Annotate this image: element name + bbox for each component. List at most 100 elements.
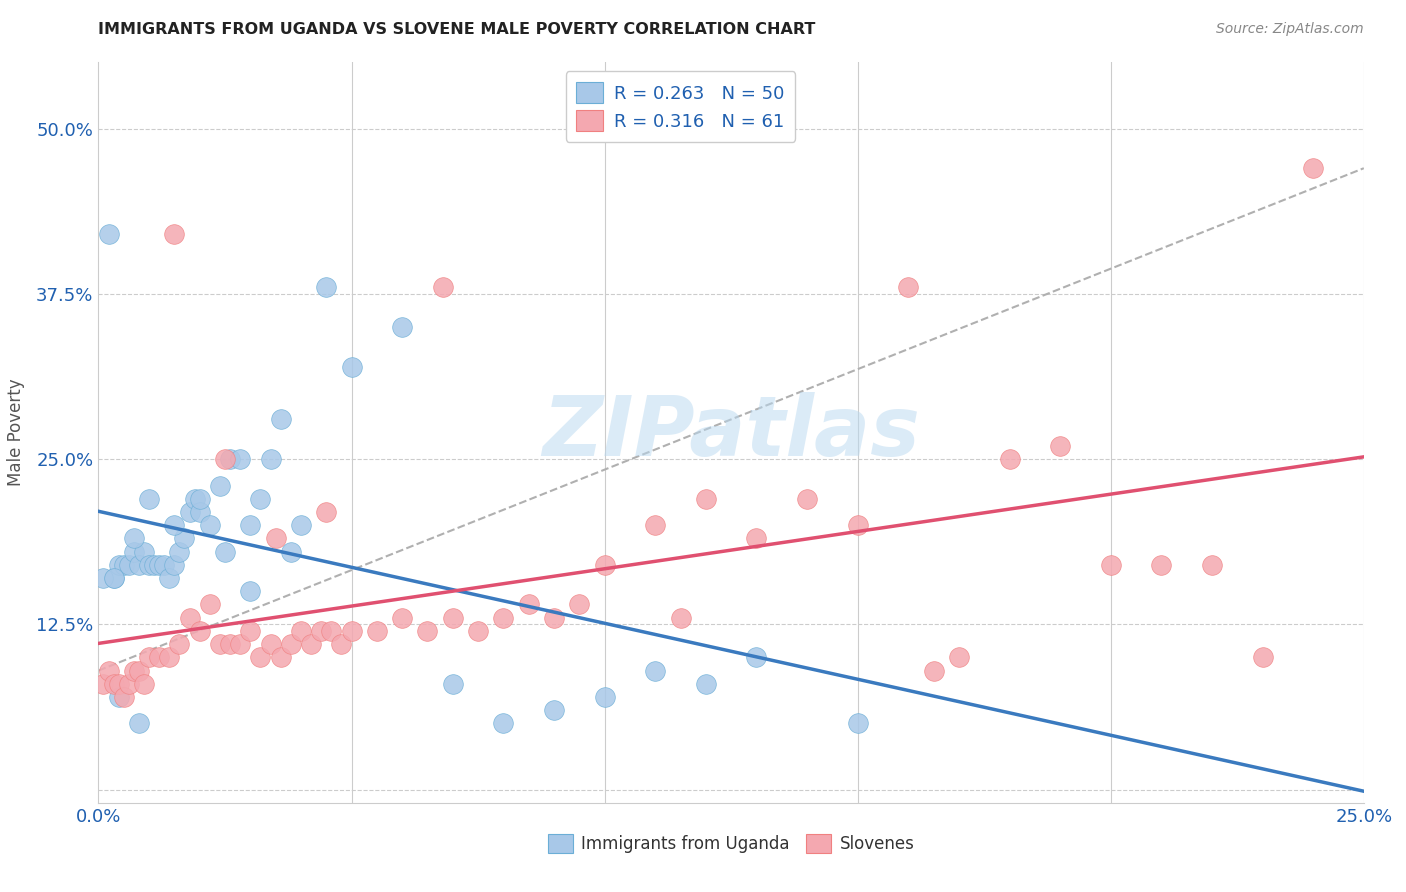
Point — [517, 598, 540, 612]
Point — [229, 452, 252, 467]
Point — [188, 491, 211, 506]
Point — [644, 664, 666, 678]
Point — [1201, 558, 1223, 572]
Point — [163, 518, 186, 533]
Point — [198, 598, 221, 612]
Point — [239, 584, 262, 599]
Point — [340, 359, 363, 374]
Point — [118, 677, 141, 691]
Point — [103, 571, 125, 585]
Point — [948, 650, 970, 665]
Point — [290, 518, 312, 533]
Point — [441, 611, 464, 625]
Point — [543, 703, 565, 717]
Point — [568, 598, 591, 612]
Point — [695, 677, 717, 691]
Point — [128, 716, 150, 731]
Point — [153, 558, 176, 572]
Point — [132, 544, 155, 558]
Point — [309, 624, 332, 638]
Point — [280, 637, 302, 651]
Point — [1302, 161, 1324, 176]
Point — [148, 650, 170, 665]
Point — [1150, 558, 1173, 572]
Point — [138, 558, 160, 572]
Point — [219, 637, 242, 651]
Point — [179, 505, 201, 519]
Point — [745, 650, 768, 665]
Point — [593, 690, 616, 704]
Point — [112, 558, 135, 572]
Point — [259, 637, 281, 651]
Y-axis label: Male Poverty: Male Poverty — [7, 379, 25, 486]
Point — [467, 624, 489, 638]
Point — [138, 491, 160, 506]
Point — [188, 624, 211, 638]
Point — [543, 611, 565, 625]
Point — [214, 452, 236, 467]
Point — [103, 677, 125, 691]
Point — [593, 558, 616, 572]
Point — [644, 518, 666, 533]
Point — [315, 505, 337, 519]
Point — [1099, 558, 1122, 572]
Point — [270, 650, 292, 665]
Point — [796, 491, 818, 506]
Point — [103, 571, 125, 585]
Text: IMMIGRANTS FROM UGANDA VS SLOVENE MALE POVERTY CORRELATION CHART: IMMIGRANTS FROM UGANDA VS SLOVENE MALE P… — [98, 22, 815, 37]
Point — [188, 505, 211, 519]
Point — [264, 532, 287, 546]
Point — [214, 544, 236, 558]
Point — [391, 319, 413, 334]
Point — [432, 280, 454, 294]
Point — [239, 624, 262, 638]
Point — [239, 518, 262, 533]
Point — [122, 532, 145, 546]
Point — [157, 571, 180, 585]
Point — [922, 664, 945, 678]
Point — [270, 412, 292, 426]
Point — [93, 571, 115, 585]
Point — [148, 558, 170, 572]
Point — [163, 558, 186, 572]
Point — [157, 650, 180, 665]
Point — [93, 677, 115, 691]
Point — [183, 491, 205, 506]
Point — [219, 452, 242, 467]
Point — [259, 452, 281, 467]
Point — [315, 280, 337, 294]
Point — [173, 532, 195, 546]
Point — [138, 650, 160, 665]
Point — [492, 611, 515, 625]
Point — [97, 664, 120, 678]
Point — [107, 558, 129, 572]
Point — [169, 544, 191, 558]
Point — [128, 558, 150, 572]
Point — [132, 677, 155, 691]
Point — [163, 227, 186, 242]
Point — [897, 280, 920, 294]
Point — [249, 650, 271, 665]
Point — [198, 518, 221, 533]
Point — [998, 452, 1021, 467]
Point — [340, 624, 363, 638]
Point — [1251, 650, 1274, 665]
Point — [290, 624, 312, 638]
Point — [249, 491, 271, 506]
Point — [112, 690, 135, 704]
Point — [179, 611, 201, 625]
Point — [695, 491, 717, 506]
Point — [492, 716, 515, 731]
Point — [229, 637, 252, 651]
Point — [669, 611, 692, 625]
Point — [366, 624, 388, 638]
Point — [441, 677, 464, 691]
Point — [122, 544, 145, 558]
Point — [143, 558, 166, 572]
Point — [416, 624, 439, 638]
Text: ZIPatlas: ZIPatlas — [543, 392, 920, 473]
Point — [745, 532, 768, 546]
Point — [1049, 439, 1071, 453]
Point — [846, 716, 869, 731]
Point — [280, 544, 302, 558]
